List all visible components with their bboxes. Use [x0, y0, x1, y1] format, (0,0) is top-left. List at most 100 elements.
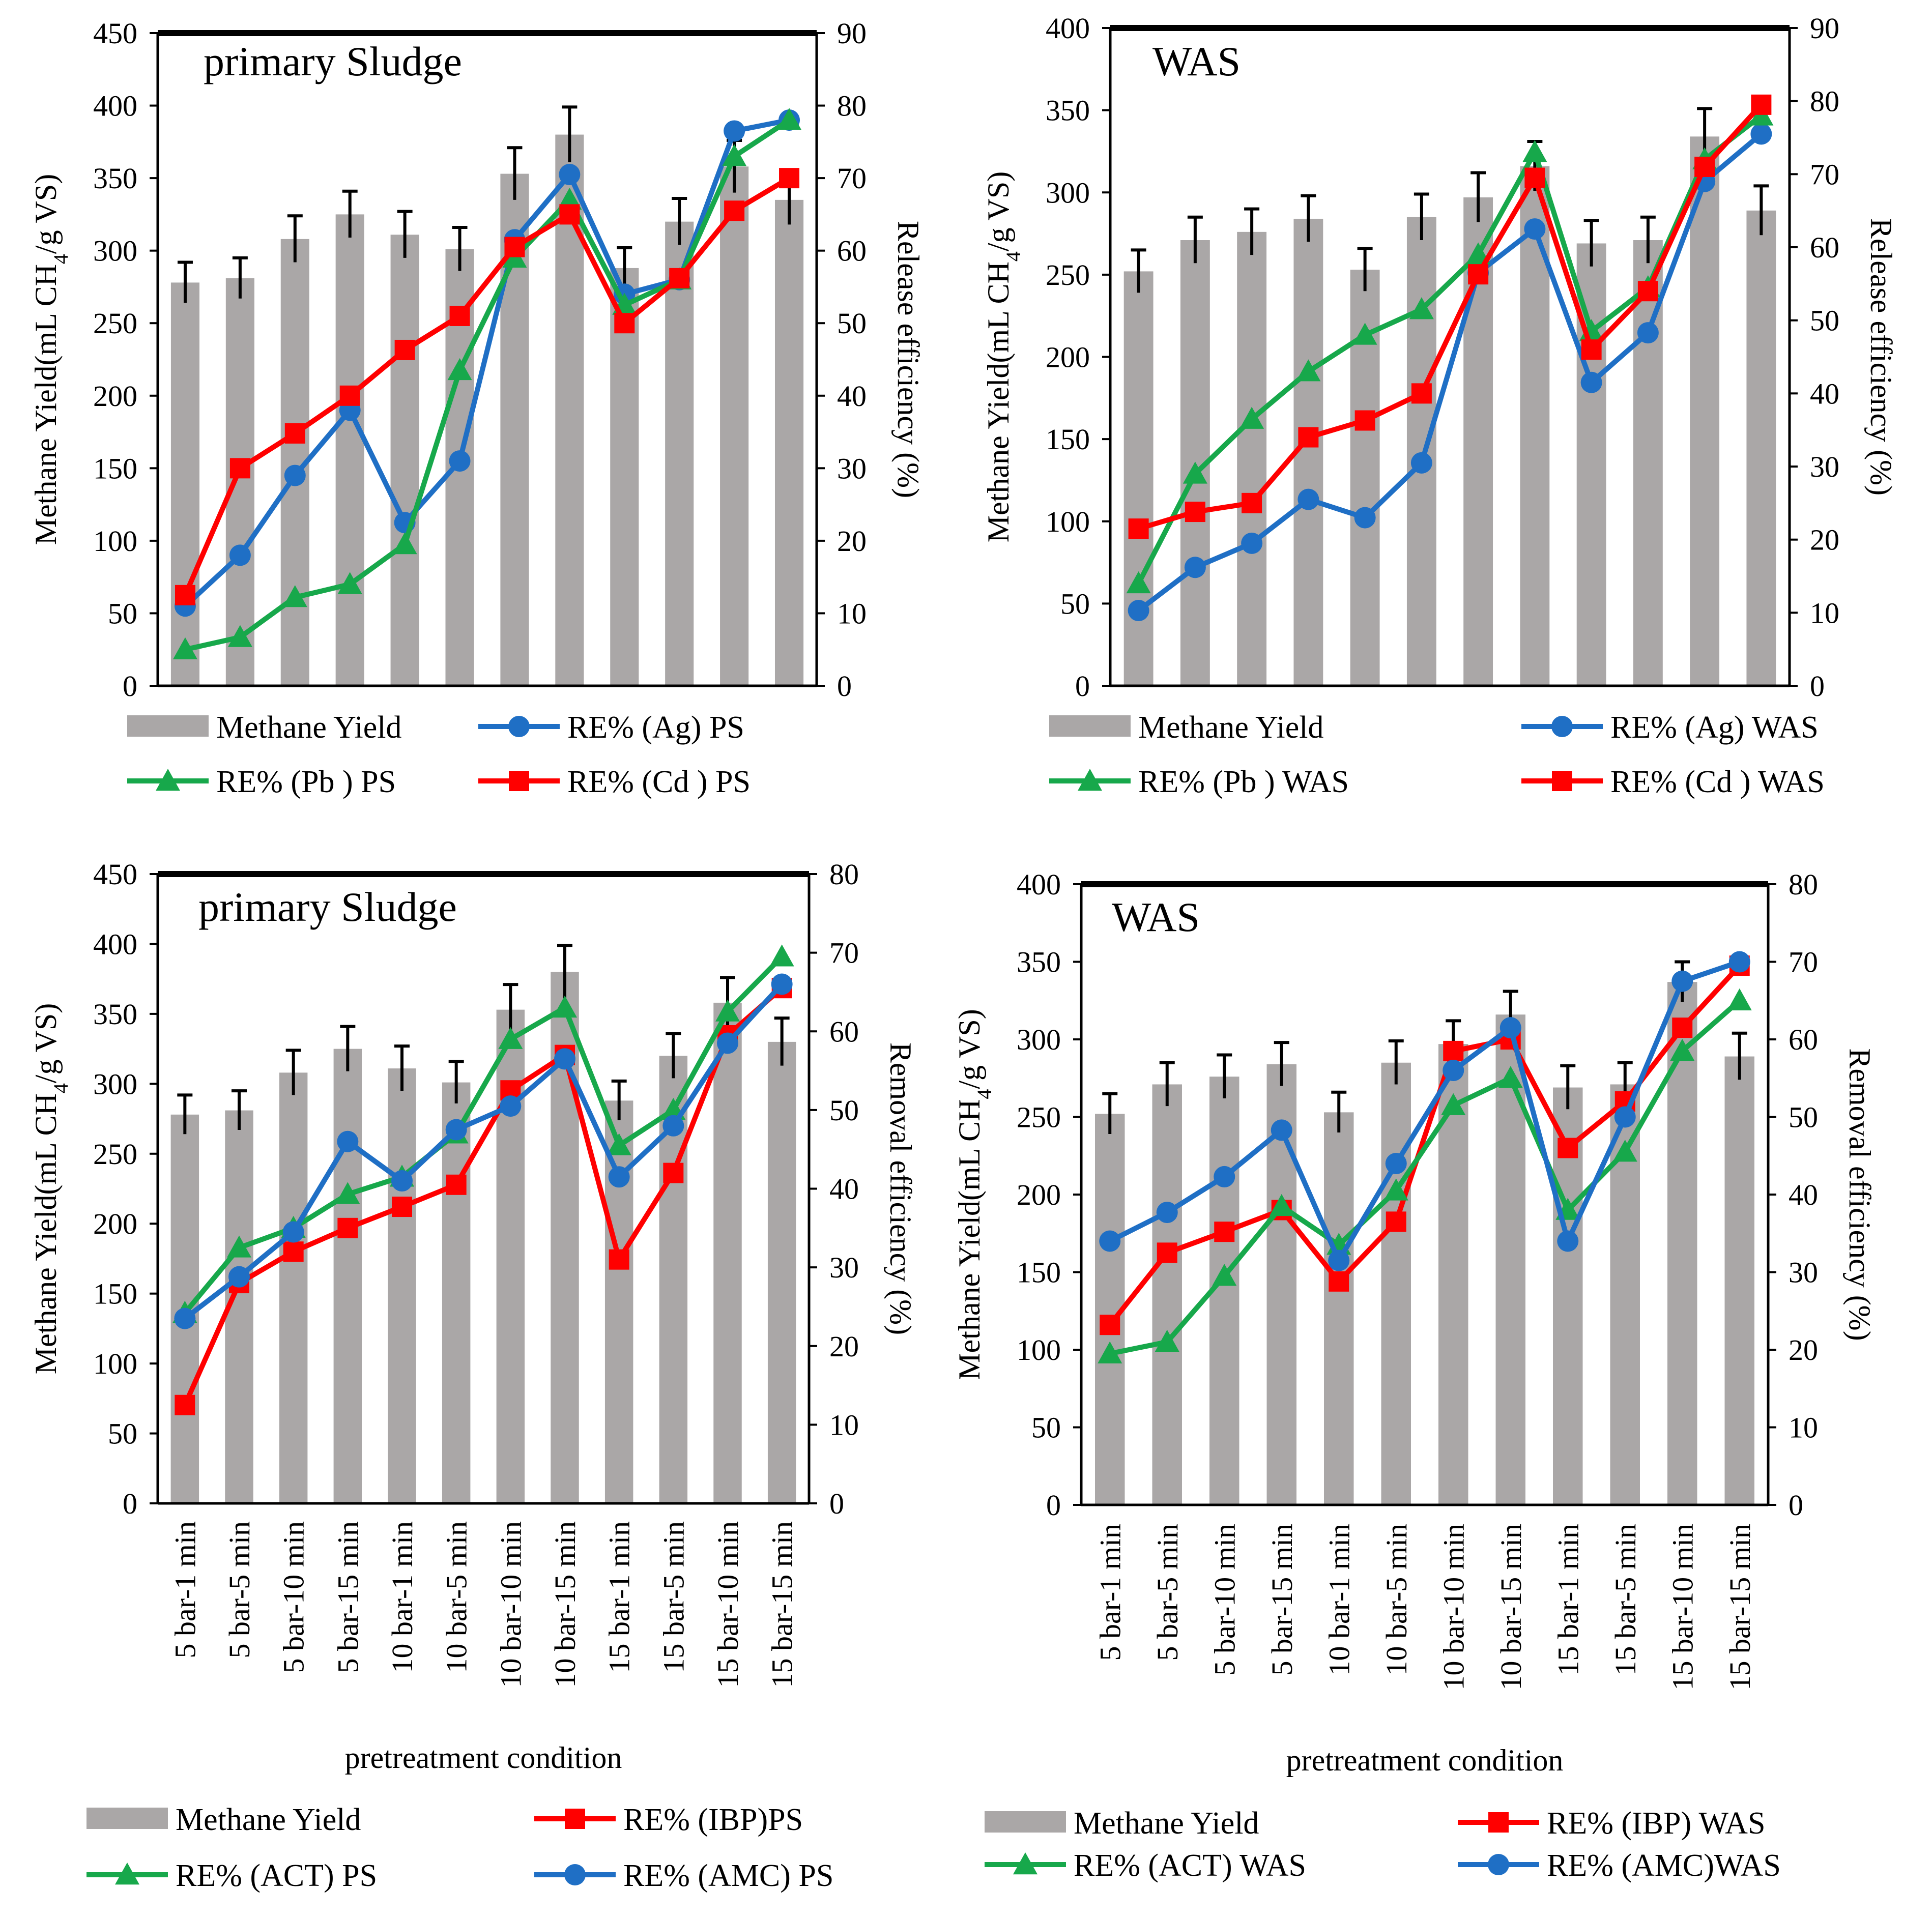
y2-tick-label: 60 — [1789, 1023, 1818, 1056]
error-bar-9 — [611, 1079, 627, 1120]
y-tick-label: 0 — [123, 670, 137, 703]
y2-tick-label: 40 — [837, 380, 867, 413]
series-point-5 — [391, 1170, 413, 1192]
legend-label: RE% (Pb ) WAS — [1138, 765, 1349, 799]
series-re-pb-was — [1126, 103, 1774, 594]
methane-yield-bar-1 — [170, 282, 200, 686]
y-tick-label: 100 — [1046, 505, 1090, 538]
series-point-2 — [229, 458, 250, 479]
series-point-11 — [1671, 970, 1693, 992]
series-point-4 — [1269, 1194, 1294, 1216]
error-bar-3 — [285, 1049, 301, 1095]
series-point-11 — [715, 999, 740, 1022]
series-point-4 — [1271, 1119, 1292, 1141]
series-point-3 — [283, 1241, 304, 1262]
series-point-10 — [669, 268, 690, 288]
y2-tick-label: 0 — [829, 1487, 844, 1520]
series-point-3 — [284, 423, 305, 444]
legend-swatch-bar — [127, 715, 209, 737]
error-bar-5 — [397, 210, 413, 258]
legend-swatch-marker — [565, 1809, 585, 1829]
series-point-3 — [1241, 532, 1263, 554]
series-point-5 — [1354, 507, 1376, 529]
series-point-8 — [557, 187, 582, 210]
y-tick-label: 50 — [108, 597, 137, 630]
legend-entry-1: Methane Yield — [86, 1803, 361, 1837]
series-point-11 — [724, 120, 745, 142]
series-point-5 — [1352, 323, 1377, 345]
legend-label: RE% (Ag) PS — [567, 710, 744, 745]
series-point-1 — [172, 637, 197, 659]
methane-yield-bar-6 — [1381, 1062, 1411, 1505]
panel-title: WAS — [1152, 38, 1241, 84]
series-line — [1137, 132, 1763, 613]
series-point-1 — [175, 1394, 195, 1415]
series-point-2 — [1184, 557, 1206, 578]
methane-yield-bar-6 — [442, 1082, 471, 1503]
error-bar-4 — [340, 1025, 356, 1071]
x-category-label: 5 bar-10 min — [277, 1521, 310, 1673]
series-point-12 — [777, 108, 802, 130]
series-re-ibp-was — [1100, 955, 1750, 1335]
error-bar-2 — [1159, 1061, 1175, 1107]
y2-tick-label: 60 — [1810, 231, 1839, 264]
y2-tick-label: 0 — [1789, 1489, 1803, 1522]
y-tick-label: 100 — [1017, 1333, 1061, 1367]
series-line — [1109, 998, 1742, 1356]
legend-label: RE% (IBP)PS — [623, 1803, 803, 1837]
legend-swatch-marker — [1552, 771, 1572, 791]
series-point-6 — [1411, 383, 1432, 404]
y-tick-label: 300 — [1017, 1023, 1061, 1056]
x-category-label: 5 bar-5 min — [1151, 1524, 1184, 1661]
series-point-8 — [1498, 1066, 1523, 1088]
series-line — [1109, 959, 1741, 1263]
y2-tick-label: 20 — [1810, 524, 1839, 557]
legend-entry-4: RE% (AMC) PS — [534, 1858, 833, 1893]
y2-tick-label: 70 — [837, 162, 867, 195]
series-point-12 — [1751, 94, 1772, 115]
legend-swatch-bar — [985, 1811, 1066, 1833]
y-tick-label: 50 — [108, 1417, 137, 1450]
series-point-1 — [1126, 571, 1151, 594]
series-point-6 — [446, 1174, 467, 1195]
y-axis-label: Methane Yield(mL CH4/g VS) — [29, 1003, 72, 1374]
legend-entry-4: RE% (AMC)WAS — [1458, 1848, 1781, 1883]
legend: Methane Yield RE% (Ag) WAS RE% (Pb ) WAS RE… — [1049, 710, 1825, 799]
series-point-12 — [1727, 988, 1752, 1010]
series-re-ag-was — [1128, 123, 1772, 622]
error-bar-3 — [1217, 1053, 1232, 1098]
series-line — [1136, 113, 1763, 585]
error-bar-4 — [1274, 1041, 1289, 1086]
legend-label: RE% (ACT) PS — [176, 1858, 377, 1893]
y-tick-label: 400 — [93, 927, 137, 961]
legend-entry-2: RE% (Ag) WAS — [1521, 710, 1819, 745]
panel-title: primary Sludge — [198, 884, 457, 930]
y2-tick-label: 0 — [1810, 670, 1825, 703]
y-tick-label: 50 — [1031, 1411, 1061, 1444]
y-tick-label: 50 — [1060, 587, 1090, 620]
y-tick-label: 450 — [93, 858, 137, 891]
x-axis-label: pretreatment condition — [1286, 1743, 1564, 1777]
error-bar-2 — [232, 1089, 247, 1130]
legend-swatch-marker — [1488, 1854, 1509, 1875]
series-point-8 — [1522, 140, 1547, 162]
panel-title: WAS — [1112, 894, 1200, 940]
series-point-2 — [229, 544, 251, 566]
legend-entry-2: RE% (Ag) PS — [478, 710, 744, 745]
x-category-label: 15 bar-5 min — [1609, 1524, 1642, 1675]
legend-swatch-marker — [508, 716, 530, 737]
methane-yield-bar-9 — [1576, 243, 1606, 686]
error-bar-10 — [672, 197, 687, 245]
legend-label: RE% (Cd ) WAS — [1610, 765, 1825, 799]
series-point-7 — [1468, 264, 1489, 285]
y2-tick-label: 30 — [1789, 1256, 1818, 1289]
methane-yield-bar-12 — [1746, 210, 1776, 686]
series-point-2 — [1157, 1242, 1177, 1263]
x-category-label: 10 bar-1 min — [386, 1521, 419, 1673]
series-point-3 — [1242, 492, 1262, 513]
y2-axis-label: Removal efficiency (%) — [1843, 1048, 1877, 1341]
series-point-1 — [1128, 518, 1149, 539]
y2-tick-label: 20 — [1789, 1333, 1818, 1367]
series-point-4 — [1298, 427, 1319, 448]
x-category-label: 15 bar-5 min — [657, 1521, 690, 1673]
